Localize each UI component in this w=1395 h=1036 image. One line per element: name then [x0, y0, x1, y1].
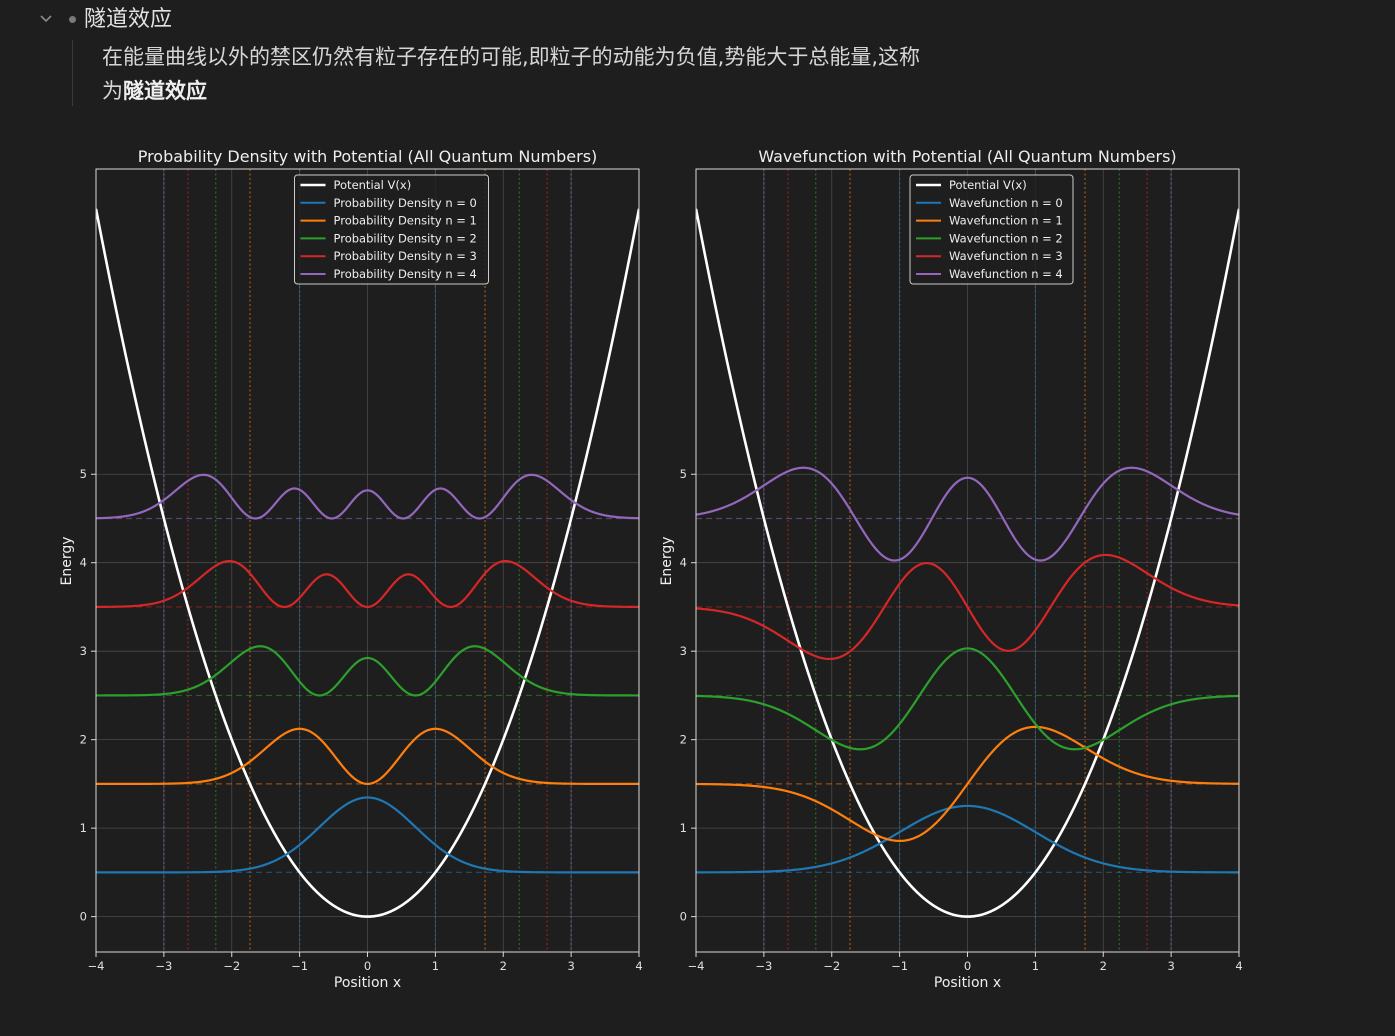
x-tick-label: −4: [88, 959, 105, 973]
x-tick-label: 1: [1032, 959, 1039, 973]
wavefunction-chart: −4 −3 −2 −1 0 1 2 3 4 0 1 2 3 4 5 Wavefunction with Pot…: [659, 147, 1243, 991]
outline-bullet-icon[interactable]: [69, 16, 76, 23]
x-tick-label: 2: [500, 959, 507, 973]
paragraph-bold-term: 隧道效应: [123, 79, 207, 103]
series-curve-n3: [696, 553, 1239, 661]
potential-curve: [696, 208, 1239, 918]
y-tick-label: 1: [680, 821, 687, 835]
x-tick-label: 2: [1100, 959, 1107, 973]
series-curve-n2: [96, 645, 639, 697]
legend-label: Probability Density n = 2: [334, 231, 477, 245]
x-tick-label: −1: [891, 959, 908, 973]
x-tick-label: −3: [755, 959, 772, 973]
y-axis-label: Energy: [59, 536, 75, 585]
probability-density-chart: −4 −3 −2 −1 0 1 2 3 4 0 1 2 3 4 5 Probability Density w…: [59, 147, 643, 991]
series-curve-n1: [696, 725, 1239, 842]
plot-area: [96, 169, 639, 952]
paragraph-text: 在能量曲线以外的禁区仍然有粒子存在的可能,即粒子的动能为负值,势能大于总能量,这…: [102, 45, 921, 103]
indent-guide: [72, 40, 73, 106]
legend-label: Probability Density n = 1: [334, 214, 477, 228]
x-tick-label: 0: [364, 959, 371, 973]
collapse-chevron-icon[interactable]: [38, 11, 54, 27]
chart-title: Wavefunction with Potential (All Quantum…: [758, 147, 1176, 166]
y-tick-label: 0: [680, 910, 687, 924]
y-tick-label: 3: [80, 644, 87, 658]
x-tick-label: 3: [1167, 959, 1174, 973]
figure: −4 −3 −2 −1 0 1 2 3 4 0 1 2 3 4 5 Probability Density w…: [59, 147, 1243, 991]
y-tick-label: 1: [80, 821, 87, 835]
x-tick-label: −2: [823, 959, 840, 973]
legend-label: Potential V(x): [949, 178, 1027, 192]
legend: Potential V(x) Probability Density n = 0 P…: [294, 174, 489, 285]
series-curve-n4: [696, 466, 1239, 562]
x-tick-label: −2: [223, 959, 240, 973]
y-tick-label: 4: [80, 556, 87, 570]
legend: Potential V(x) Wavefunction n = 0 Wavefunc…: [909, 174, 1074, 285]
chart-title: Probability Density with Potential (All …: [138, 147, 598, 166]
legend-box: [909, 174, 1074, 285]
y-tick-label: 2: [680, 733, 687, 747]
y-tick-label: 2: [80, 733, 87, 747]
x-tick-label: −3: [155, 959, 172, 973]
y-tick-label: 5: [680, 467, 687, 481]
legend-label: Wavefunction n = 0: [949, 196, 1063, 210]
x-tick-label: 3: [567, 959, 574, 973]
x-tick-label: −4: [688, 959, 705, 973]
legend-label: Wavefunction n = 1: [949, 214, 1063, 228]
series-curve-n1: [96, 727, 639, 786]
series-curve-n3: [96, 559, 639, 609]
legend-label: Probability Density n = 0: [334, 196, 477, 210]
x-tick-label: −1: [291, 959, 308, 973]
x-tick-label: 4: [1235, 959, 1242, 973]
legend-label: Wavefunction n = 4: [949, 267, 1063, 281]
y-tick-label: 0: [80, 910, 87, 924]
y-tick-label: 5: [80, 467, 87, 481]
x-tick-label: 0: [964, 959, 971, 973]
x-axis-label: Position x: [934, 975, 1001, 991]
legend-label: Potential V(x): [334, 178, 412, 192]
outline-heading[interactable]: 隧道效应: [84, 7, 173, 32]
potential-curve: [96, 208, 639, 918]
series-curve-n0: [696, 804, 1239, 874]
legend-label: Wavefunction n = 3: [949, 249, 1063, 263]
series-curve-n0: [96, 796, 639, 874]
x-tick-label: 1: [432, 959, 439, 973]
outline-paragraph[interactable]: 在能量曲线以外的禁区仍然有粒子存在的可能,即粒子的动能为负值,势能大于总能量,这…: [102, 40, 932, 108]
x-axis-label: Position x: [334, 975, 401, 991]
plot-area: [696, 169, 1239, 952]
series-curve-n2: [696, 647, 1239, 751]
y-tick-label: 3: [680, 644, 687, 658]
x-tick-label: 4: [635, 959, 642, 973]
y-axis-label: Energy: [659, 536, 675, 585]
legend-label: Probability Density n = 3: [334, 249, 477, 263]
y-tick-label: 4: [680, 556, 687, 570]
legend-label: Wavefunction n = 2: [949, 231, 1063, 245]
legend-box: [294, 174, 489, 285]
legend-label: Probability Density n = 4: [334, 267, 477, 281]
series-curve-n4: [96, 473, 639, 520]
